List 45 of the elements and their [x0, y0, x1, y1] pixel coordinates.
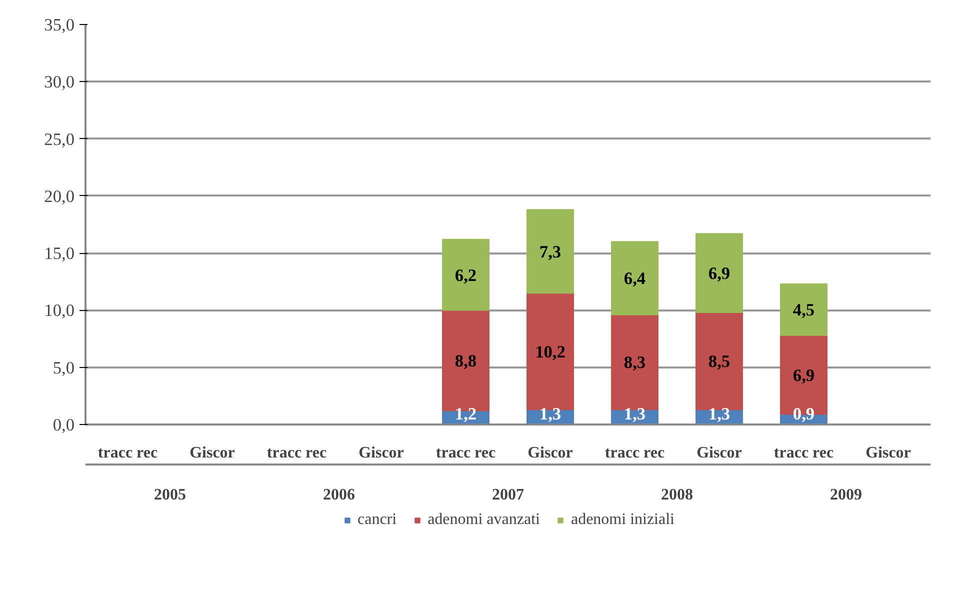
data-label: 8,3 — [624, 353, 646, 372]
data-label: 10,2 — [535, 342, 566, 362]
y-tick-label: 10,0 — [44, 301, 75, 320]
data-label: 7,3 — [539, 242, 562, 262]
text: 2006 — [323, 486, 355, 504]
data-label: 8,5 — [708, 352, 730, 372]
x-tick-label: tracc rec — [436, 444, 496, 462]
y-tick-label: 15,0 — [44, 244, 75, 264]
data-label: 0,9 — [792, 404, 815, 424]
data-label: 1,3 — [708, 404, 730, 424]
x-tick-label: tracc rec — [604, 444, 665, 462]
data-label: 1,3 — [624, 404, 646, 424]
bar — [611, 241, 658, 316]
text: 2007 — [492, 486, 524, 504]
x-tick-label: Giscor — [358, 444, 404, 462]
y-tick-label: 5,0 — [52, 358, 75, 378]
x-tick-label: Giscor — [866, 444, 911, 462]
y-tick-label: 0,0 — [52, 416, 75, 434]
data-label: 6,2 — [454, 266, 477, 285]
x-tick-label: Giscor — [528, 444, 573, 462]
data-label: 4,5 — [792, 300, 815, 320]
data-label: 6,9 — [792, 366, 815, 385]
x-tick-label: Giscor — [190, 444, 235, 462]
x-tick-label: Giscor — [696, 444, 742, 462]
legend-label: adenomi avanzati — [428, 511, 540, 529]
x-tick-label: tracc rec — [774, 444, 834, 462]
y-tick-label: 20,0 — [44, 186, 75, 206]
bar — [780, 283, 828, 336]
legend-label: cancri — [358, 511, 397, 529]
x-tick-label: tracc rec — [266, 444, 327, 462]
data-label: 1,3 — [539, 404, 562, 424]
legend-label: adenomi iniziali — [570, 511, 674, 529]
bar — [526, 209, 574, 294]
data-label: 6,4 — [624, 269, 646, 288]
text: 2005 — [154, 486, 186, 504]
bar — [696, 233, 743, 313]
text: 2009 — [830, 486, 862, 504]
data-label: 6,9 — [708, 264, 730, 284]
data-label: 8,8 — [454, 352, 477, 370]
y-tick-label: 30,0 — [44, 72, 75, 92]
text: 2008 — [661, 486, 693, 504]
bar — [442, 238, 490, 311]
y-tick-label: 35,0 — [44, 16, 75, 34]
y-tick-label: 25,0 — [44, 130, 75, 149]
x-tick-label: tracc rec — [98, 444, 158, 462]
